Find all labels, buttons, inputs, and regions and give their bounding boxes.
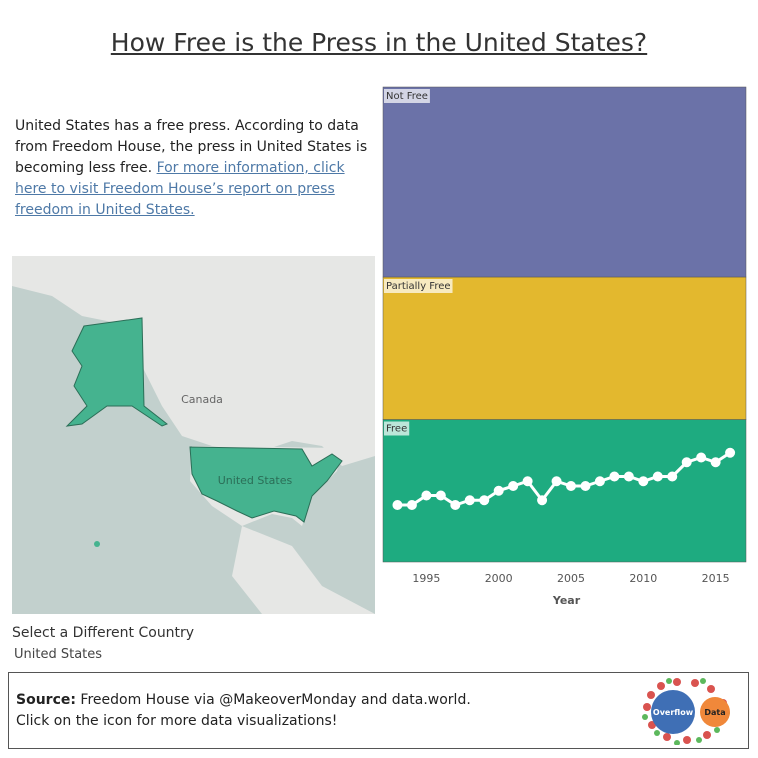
x-tick-label: 1995	[412, 572, 440, 585]
point	[522, 476, 533, 487]
band	[382, 419, 747, 563]
report-link[interactable]: For more information, click here to visi…	[15, 160, 345, 218]
united-states	[189, 446, 343, 523]
point	[464, 495, 475, 506]
hawaii	[94, 541, 100, 547]
band-label-bg	[384, 421, 410, 436]
point	[609, 471, 620, 482]
point	[450, 500, 461, 510]
logo[interactable]: Overflow Data	[637, 677, 733, 745]
logo-circle	[700, 697, 730, 727]
line	[397, 451, 731, 507]
land	[232, 526, 375, 614]
point	[594, 476, 605, 487]
band-label-bg	[384, 279, 453, 293]
point	[696, 452, 707, 463]
title: How Free is the Press in the United Stat…	[110, 28, 648, 57]
point	[537, 495, 548, 506]
source-text: Freedom House via @MakeoverMonday and da…	[80, 692, 471, 708]
canada-land	[12, 256, 375, 466]
point	[710, 457, 721, 468]
band-label: Free	[386, 424, 407, 435]
band-label-bg	[384, 89, 430, 103]
point	[566, 481, 577, 491]
x-axis-label: Year	[552, 594, 581, 607]
point	[638, 476, 649, 487]
footer-text: Source: Freedom House via @MakeoverMonda…	[16, 690, 471, 732]
description: United States has a free press. Accordin…	[15, 116, 373, 221]
map-label: United States	[218, 474, 293, 487]
point	[580, 481, 591, 491]
alaska	[65, 317, 168, 427]
point	[508, 481, 519, 491]
band-label: Partially Free	[386, 281, 451, 292]
logo-circle	[651, 690, 695, 734]
band	[382, 86, 747, 278]
x-tick-label: 2005	[557, 572, 585, 585]
point	[623, 471, 634, 482]
point	[479, 495, 490, 506]
point	[421, 490, 432, 501]
description-text: United States has a free press. Accordin…	[15, 118, 368, 176]
band	[382, 276, 747, 420]
logo-text: Overflow	[653, 708, 694, 717]
point	[406, 500, 417, 510]
point	[551, 476, 562, 487]
point	[667, 471, 678, 482]
source-label: Source:	[16, 692, 76, 708]
point	[435, 490, 446, 501]
logo-text: Data	[704, 708, 725, 717]
filter-label: Select a Different Country	[12, 625, 195, 641]
footer-note: Click on the icon for more data visualiz…	[16, 713, 338, 729]
x-tick-label: 2010	[629, 572, 657, 585]
filter-value[interactable]: United States	[14, 647, 103, 662]
point	[493, 485, 504, 496]
point	[725, 447, 736, 458]
point	[681, 457, 692, 468]
x-tick-label: 2015	[702, 572, 730, 585]
point	[392, 500, 403, 510]
band-label: Not Free	[386, 91, 428, 102]
map: Canada United States	[12, 256, 375, 614]
footer: Source: Freedom House via @MakeoverMonda…	[8, 672, 749, 749]
point	[652, 471, 663, 482]
map-label: Canada	[181, 393, 223, 406]
x-tick-label: 2000	[485, 572, 513, 585]
